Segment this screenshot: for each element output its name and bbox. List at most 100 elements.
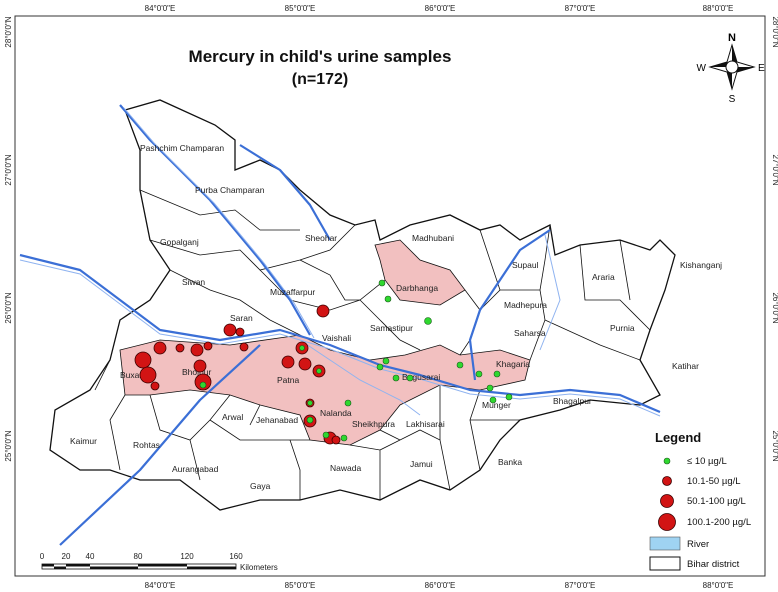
legend-title: Legend [655, 430, 701, 445]
highlight-darbhanga [374, 239, 466, 306]
sample-point [475, 370, 483, 378]
latitude-labels: 28°0'0"N 27°0'0"N 26°0'0"N 25°0'0"N 28°0… [4, 16, 778, 462]
district-label: Sheikhpura [352, 419, 395, 429]
district-label: Muzaffarpur [270, 287, 315, 297]
lon-label: 84°0'0"E [145, 4, 176, 13]
sample-point [153, 341, 167, 355]
sample-point [175, 343, 185, 353]
sample-point [331, 435, 341, 445]
lat-label: 27°0'0"N [4, 154, 13, 185]
district-label: Saharsa [514, 328, 546, 338]
district-label: Jehanabad [256, 415, 298, 425]
district-label: Purnia [610, 323, 635, 333]
sample-point [376, 363, 384, 371]
district-label: Nalanda [320, 408, 352, 418]
district-label: Bhojpur [182, 367, 211, 377]
district-label: Aurangabad [172, 464, 219, 474]
border [544, 319, 641, 361]
sample-point [239, 342, 249, 352]
border [349, 429, 451, 491]
lon-label: 85°0'0"E [285, 4, 316, 13]
border [209, 419, 310, 441]
scale-tick: 0 [40, 552, 45, 561]
lon-label: 87°0'0"E [565, 581, 596, 590]
district-label: Lakhisarai [406, 419, 445, 429]
district-label: Banka [498, 457, 522, 467]
scale-segment [138, 564, 187, 567]
district-label: Madhubani [412, 233, 454, 243]
scale-unit: Kilometers [240, 563, 278, 572]
legend-label: ≤ 10 µg/L [687, 456, 727, 467]
district-label: Arwal [222, 412, 243, 422]
sample-point [486, 384, 494, 392]
river [119, 104, 311, 336]
river [239, 144, 331, 241]
district-labels: Pashchim Champaran Purba Champaran Sheoh… [70, 143, 722, 491]
sample-point [199, 381, 207, 389]
sample-point [307, 400, 313, 406]
district-label: Bhagalpur [553, 396, 592, 406]
district-label: Supaul [512, 260, 539, 270]
lon-label: 88°0'0"E [703, 581, 734, 590]
lat-label: 26°0'0"N [4, 292, 13, 323]
district-label: Madhepura [504, 300, 547, 310]
district-label: Siwan [182, 277, 205, 287]
border [379, 429, 401, 441]
sample-point [493, 370, 501, 378]
lat-label: 28°0'0"N [771, 16, 778, 47]
rivers [19, 104, 661, 546]
scale-tick: 160 [229, 552, 243, 561]
sample-point [139, 366, 157, 384]
scale-tick: 20 [62, 552, 71, 561]
district-label: Rohtas [133, 440, 160, 450]
river [59, 344, 261, 546]
lat-label: 26°0'0"N [771, 292, 778, 323]
longitude-labels: 84°0'0"E 85°0'0"E 86°0'0"E 87°0'0"E 88°0… [145, 4, 734, 590]
district-label: Gaya [250, 481, 271, 491]
legend-symbol [660, 494, 674, 508]
river [539, 234, 561, 351]
border [289, 439, 301, 500]
lon-label: 88°0'0"E [703, 4, 734, 13]
scale-tick: 80 [134, 552, 143, 561]
sample-point [134, 351, 152, 369]
legend-label: Bihar district [687, 559, 740, 570]
lat-label: 25°0'0"N [771, 430, 778, 461]
sample-point [384, 295, 392, 303]
sample-point [203, 341, 213, 351]
subtitle: (n=172) [292, 71, 348, 88]
river [468, 229, 551, 381]
sample-point [150, 381, 160, 391]
compass-w: W [697, 63, 707, 74]
sample-point [190, 343, 204, 357]
scale-segment [42, 564, 54, 567]
title: Mercury in child's urine samples [189, 47, 452, 66]
district-label: Darbhanga [396, 283, 438, 293]
scale-tick: 40 [86, 552, 95, 561]
scale-bar: 0 20 40 80 120 160 Kilometers [40, 552, 278, 572]
border [169, 269, 301, 336]
lon-label: 86°0'0"E [425, 4, 456, 13]
sample-point [424, 317, 432, 325]
border [249, 404, 261, 426]
border [359, 299, 421, 351]
district-label: Saran [230, 313, 253, 323]
scale-segment [187, 566, 236, 569]
sample-point [298, 357, 312, 371]
sample-point [378, 279, 386, 287]
sample-point [406, 374, 414, 382]
district-borders [94, 189, 651, 500]
sample-point [235, 327, 245, 337]
compass-center [725, 60, 739, 74]
border [579, 244, 651, 331]
district-label: Araria [592, 272, 615, 282]
border [139, 189, 300, 231]
sample-point [316, 304, 330, 318]
border [479, 229, 501, 311]
sample-point [223, 323, 237, 337]
border [109, 394, 126, 471]
sample-point [489, 396, 497, 404]
district-label: Gopalganj [160, 237, 199, 247]
district-label: Vaishali [322, 333, 351, 343]
lat-label: 25°0'0"N [4, 430, 13, 461]
